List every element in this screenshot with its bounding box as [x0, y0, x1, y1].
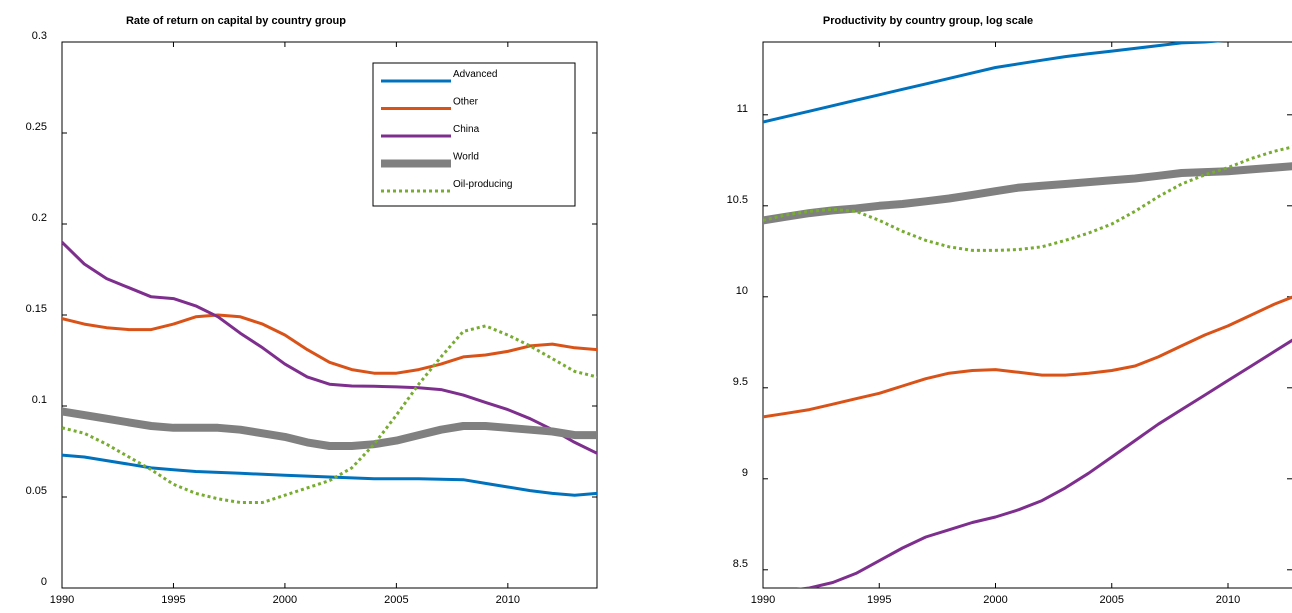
chart-right-line-series-3: [763, 145, 1292, 252]
chart-left-legend-label: Oil-producing: [453, 179, 512, 190]
chart-left-legend-label: World: [453, 152, 479, 163]
chart-left-xtick-label: 1990: [50, 594, 74, 606]
chart-right-ytick-label: 10.5: [727, 194, 748, 206]
chart-left-ytick-label: 0.3: [32, 30, 47, 42]
chart-right-xtick-label: 2005: [1100, 594, 1124, 606]
chart-left-ytick-label: 0.2: [32, 212, 47, 224]
chart-left-xtick-label: 2000: [273, 594, 297, 606]
chart-left-ytick-label: 0.15: [26, 303, 47, 315]
chart-left-title: Rate of return on capital by country gro…: [126, 15, 346, 27]
chart-right-line-series-4: [763, 295, 1292, 419]
chart-left-ticks: 1990 1995 2000 2005 2010 0 0.05 0.1 0.15 0.2 0.25 0…: [26, 30, 597, 606]
chart-right-ytick-label: 9: [742, 467, 748, 479]
chart-right-ytick-label: 8.5: [733, 558, 748, 570]
chart-left-line-advanced: [62, 453, 597, 497]
chart-left-xtick-label: 2010: [496, 594, 520, 606]
chart-left-line-other: [62, 313, 597, 375]
chart-right-plot-frame: [762, 41, 1292, 589]
chart-left-ytick-label: 0.25: [26, 121, 47, 133]
chart-left: Rate of return on capital by country gro…: [26, 15, 598, 606]
chart-right-ytick-label: 11: [737, 103, 748, 115]
chart-right-xtick-label: 2010: [1216, 594, 1240, 606]
chart-left-legend-label: Other: [453, 97, 479, 108]
chart-right-ticks: 1990 1995 2000 2005 2010 8.5 9 9.5 10 10.5 11: [727, 42, 1292, 606]
chart-right-xtick-label: 1990: [751, 594, 775, 606]
chart-right-ytick-label: 9.5: [733, 376, 748, 388]
chart-left-legend-label: China: [453, 124, 480, 135]
chart-left-ytick-label: 0: [41, 576, 47, 588]
chart-left-legend-label: Advanced: [453, 69, 497, 80]
chart-right-xtick-label: 1995: [867, 594, 891, 606]
chart-right-line-series-5: [796, 338, 1292, 588]
chart-right-ytick-label: 10: [736, 285, 748, 297]
chart-left-legend: Advanced Other China World Oil-producing: [372, 62, 576, 207]
chart-left-line-china: [62, 240, 597, 455]
chart-right-title: Productivity by country group, log scale: [823, 15, 1033, 27]
chart-left-ytick-label: 0.1: [32, 394, 47, 406]
chart-left-line-oil-producing: [62, 324, 597, 504]
chart-left-line-world: [62, 407, 597, 450]
chart-left-series: [62, 240, 597, 504]
chart-right-xtick-label: 2000: [983, 594, 1007, 606]
chart-right-line-series-1: [763, 42, 1225, 124]
chart-right: Productivity by country group, log scale…: [727, 15, 1292, 606]
chart-right-line-series-2: [763, 162, 1292, 225]
chart-left-ytick-label: 0.05: [26, 485, 47, 497]
chart-left-xtick-label: 2005: [384, 594, 408, 606]
chart-left-xtick-label: 1995: [161, 594, 185, 606]
chart-right-series: [763, 42, 1292, 588]
